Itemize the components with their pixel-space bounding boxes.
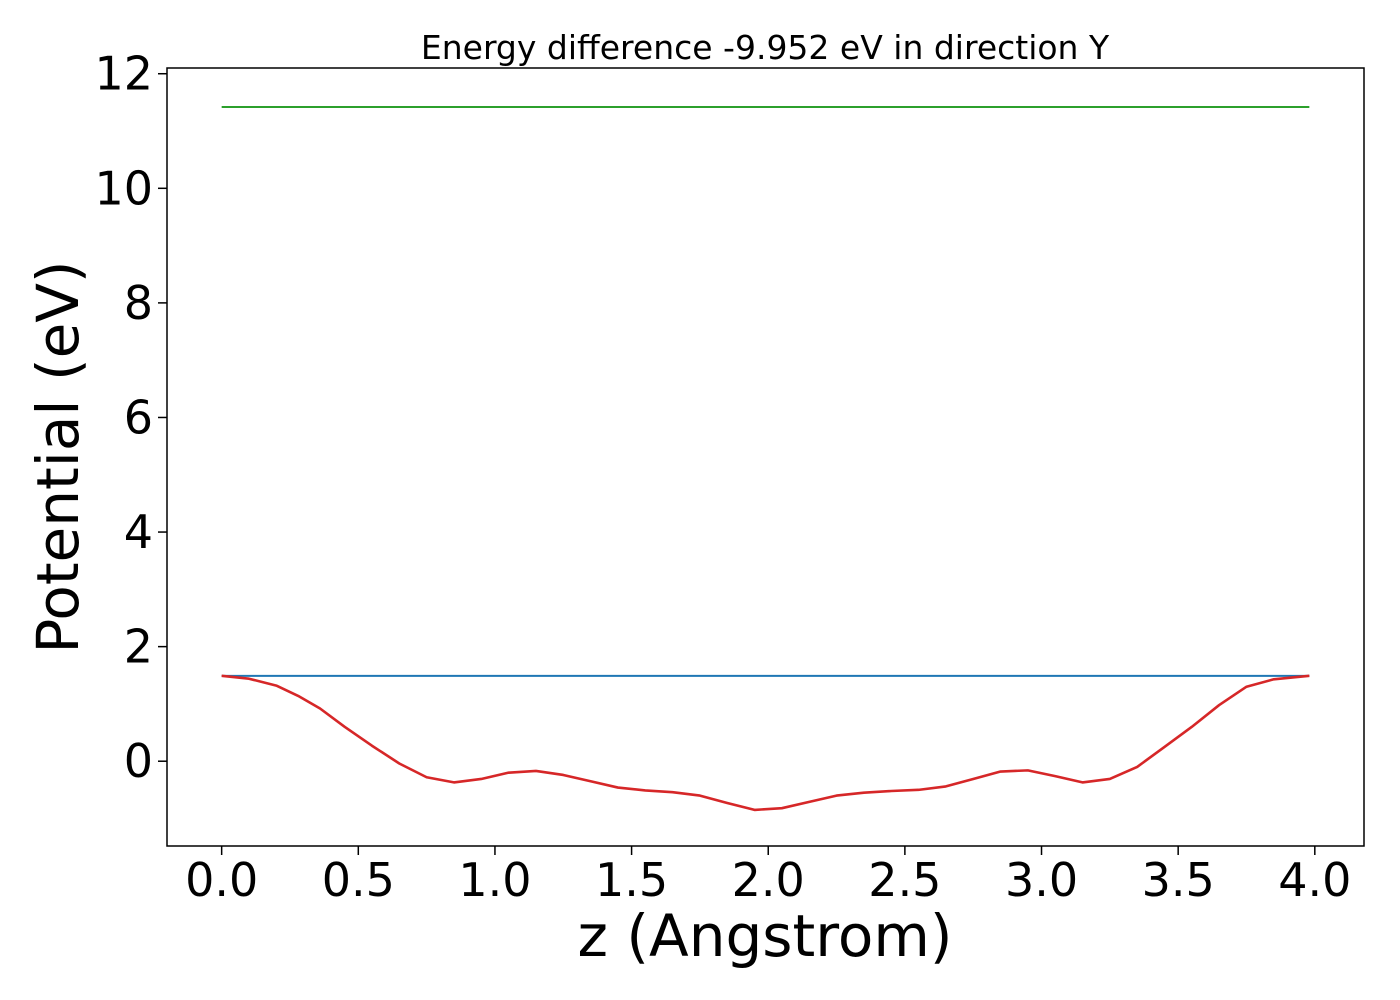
y-axis-label: Potential (eV) — [24, 260, 92, 653]
x-tick-label: 3.5 — [1142, 853, 1215, 907]
y-tick-label: 0 — [124, 734, 153, 788]
chart-title: Energy difference -9.952 eV in direction… — [421, 28, 1110, 67]
x-tick-label: 1.5 — [595, 853, 668, 907]
x-tick-label: 3.0 — [1005, 853, 1078, 907]
series-line-2 — [221, 674, 1310, 812]
x-tick-label: 2.0 — [732, 853, 805, 907]
plot-area — [221, 105, 1310, 812]
y-tick-label: 6 — [124, 390, 153, 444]
y-tick-label: 12 — [94, 47, 153, 101]
x-tick-label: 4.0 — [1278, 853, 1351, 907]
x-tick-label: 2.5 — [868, 853, 941, 907]
y-tick-label: 10 — [94, 161, 153, 215]
x-axis-label: z (Angstrom) — [578, 902, 953, 970]
y-tick-label: 4 — [124, 505, 153, 559]
x-tick-label: 0.0 — [185, 853, 258, 907]
y-tick-label: 8 — [124, 276, 153, 330]
x-axis: 0.0 0.5 1.0 1.5 2.0 2.5 3.0 3.5 4.0 — [185, 846, 1351, 907]
y-tick-label: 2 — [124, 620, 153, 674]
x-tick-label: 0.5 — [322, 853, 395, 907]
x-tick-label: 1.0 — [458, 853, 531, 907]
plot-frame — [166, 67, 1365, 847]
y-axis: 0 2 4 6 8 10 12 — [94, 47, 167, 788]
